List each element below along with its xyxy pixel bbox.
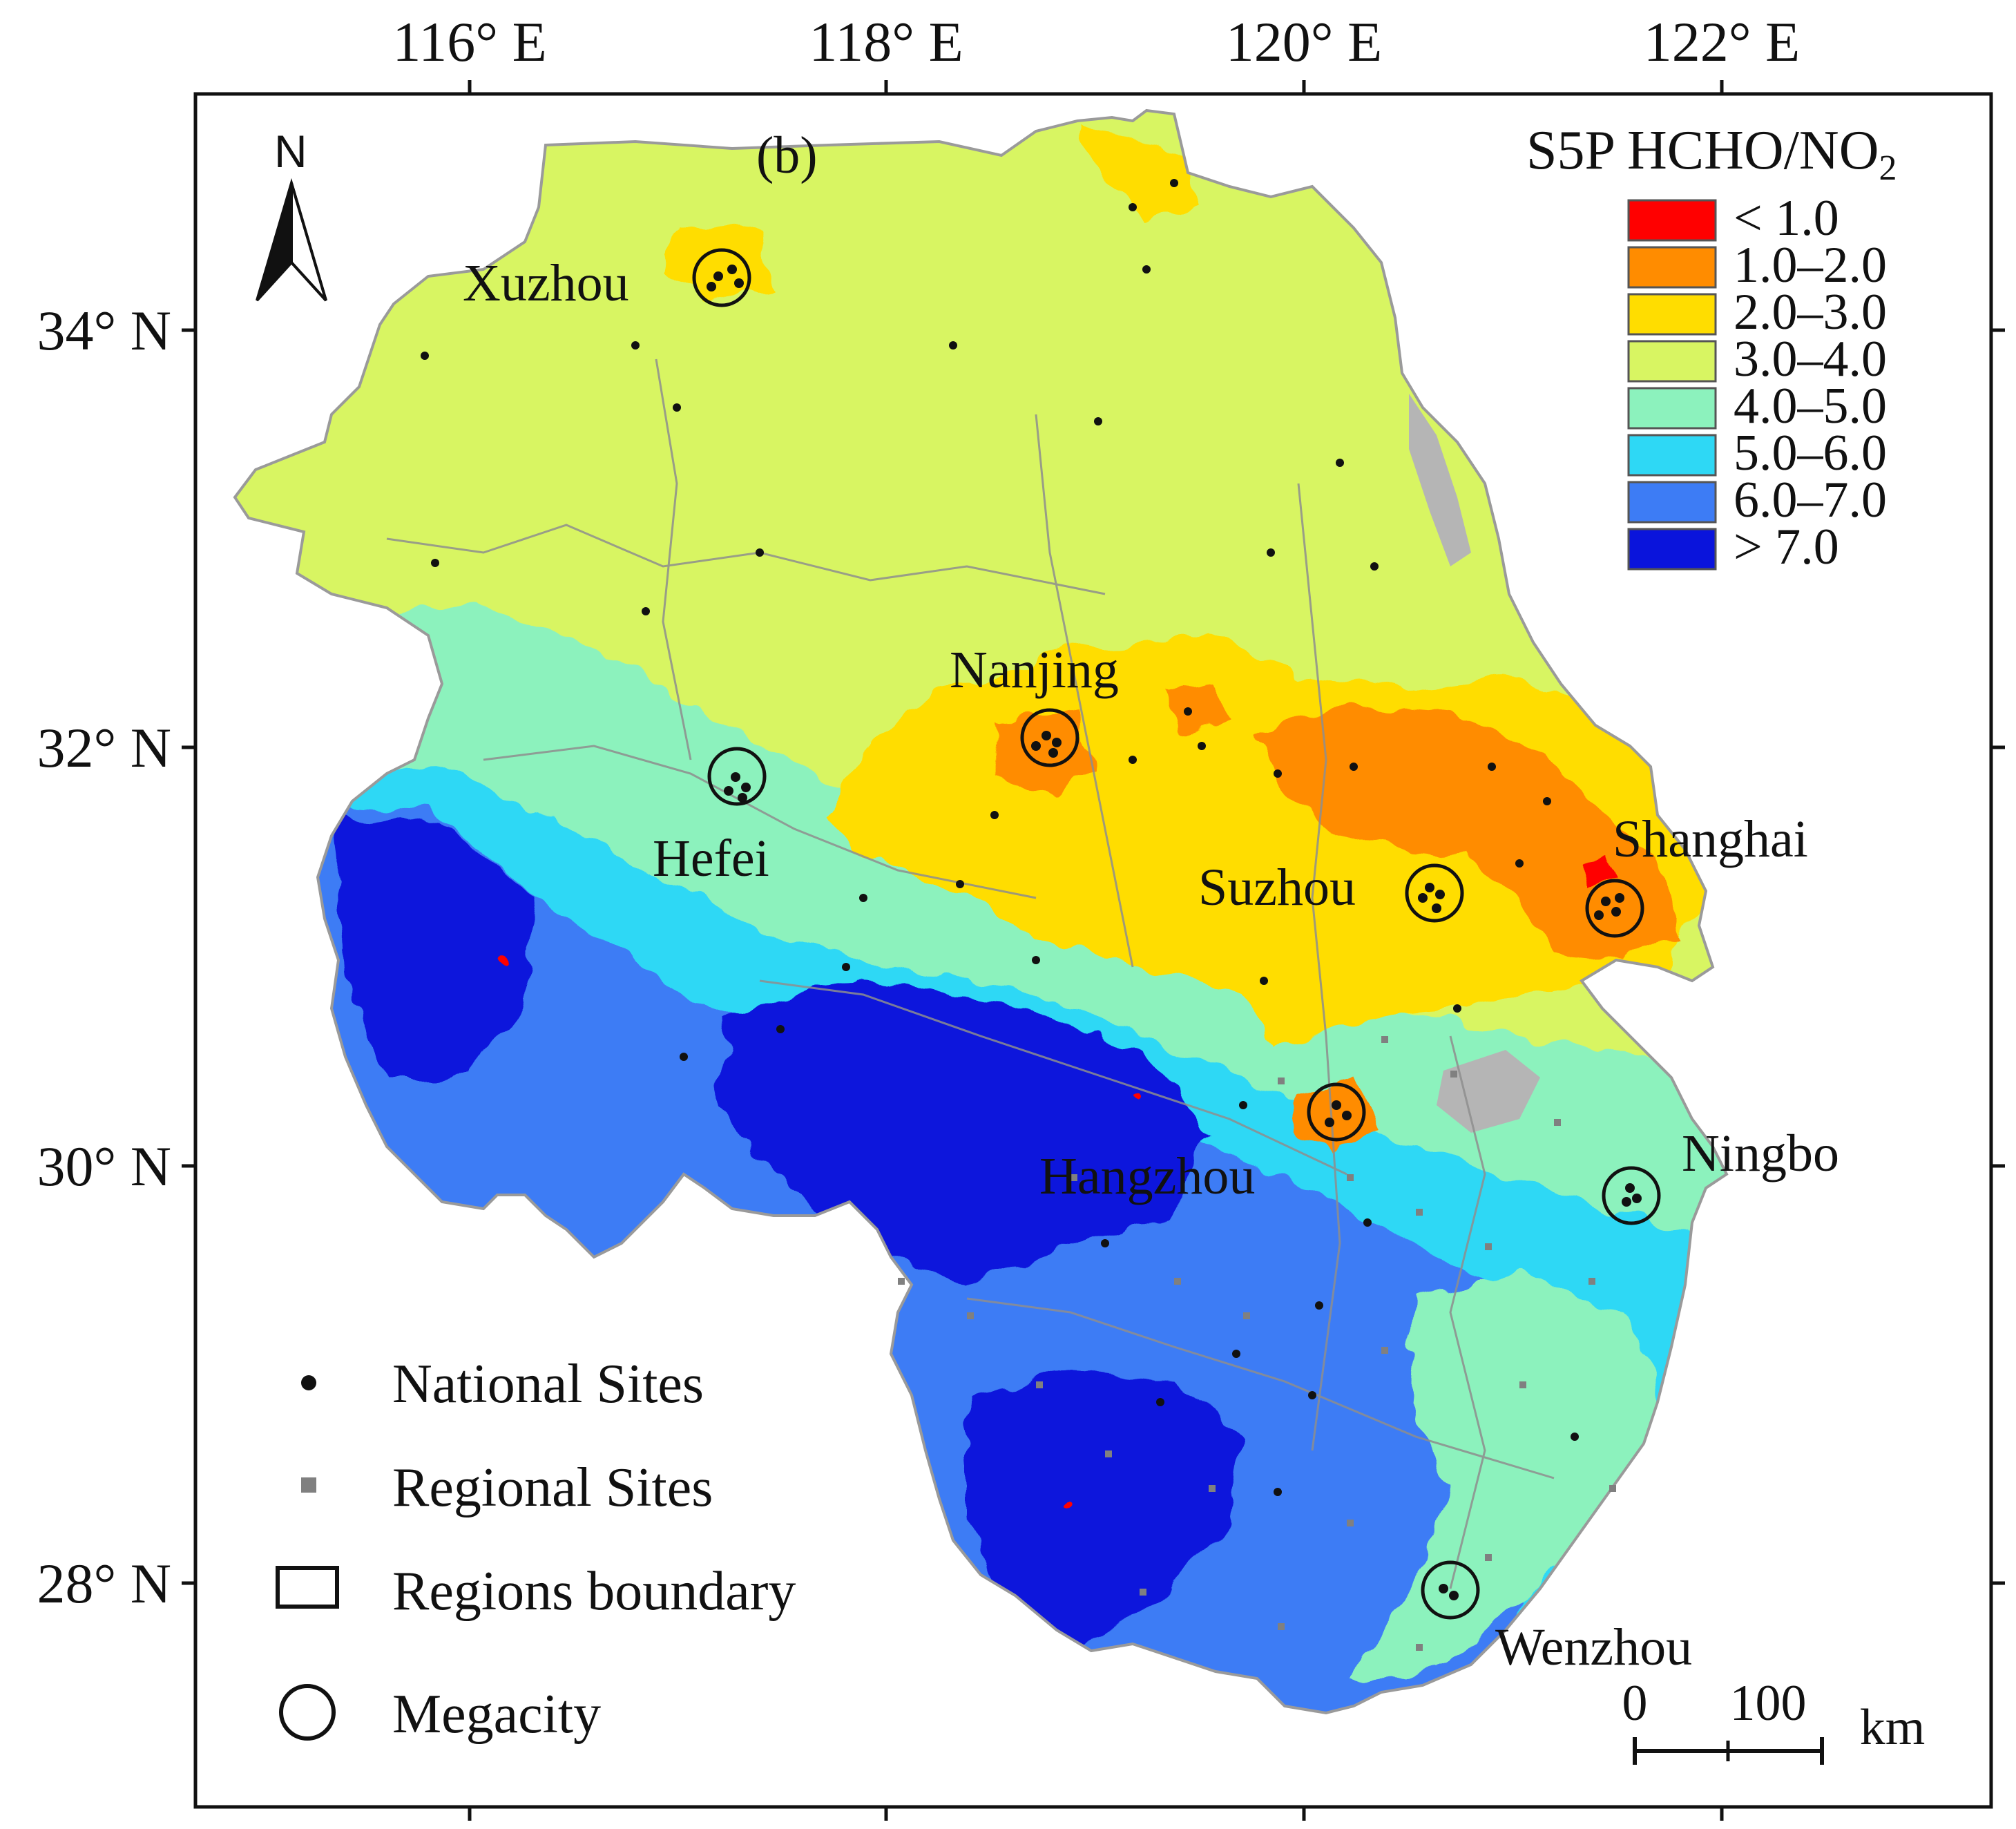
symbol-legend: National Sites Regional Sites Regions bo… xyxy=(276,1354,796,1745)
national-sites-label: National Sites xyxy=(392,1354,704,1415)
regional-site-markers xyxy=(898,1036,1616,1651)
panel-label: (b) xyxy=(756,126,818,184)
legend-class-label: 4.0–5.0 xyxy=(1734,378,1887,434)
city-label-shanghai: Shanghai xyxy=(1613,810,1808,868)
megacity-label: Megacity xyxy=(392,1684,601,1745)
legend-class-label: 5.0–6.0 xyxy=(1734,425,1887,481)
legend-class-label: 1.0–2.0 xyxy=(1734,237,1887,294)
scale-end-label: 100 xyxy=(1730,1675,1807,1732)
legend-swatch xyxy=(1627,340,1717,383)
megacity-circle-nanjing xyxy=(1020,708,1079,767)
legend-class-label: 6.0–7.0 xyxy=(1734,472,1887,528)
megacity-circle-hangzhou xyxy=(1307,1082,1366,1142)
lat-tick-32: 32° N xyxy=(37,716,171,779)
north-arrow: N xyxy=(256,126,327,302)
legend-title: S5P HCHO/NO2 xyxy=(1526,120,1897,188)
legend-class-label: 2.0–3.0 xyxy=(1734,284,1887,341)
regional-sites-label: Regional Sites xyxy=(392,1457,713,1518)
megacity-circle-hefei xyxy=(707,747,767,806)
legend-swatch xyxy=(1627,528,1717,571)
latitude-axis: 34° N 32° N 30° N 28° N xyxy=(37,299,2005,1615)
lon-tick-116: 116° E xyxy=(392,10,546,73)
megacity-circles xyxy=(692,248,1661,1620)
national-site-markers xyxy=(421,179,1642,1600)
legend-swatch xyxy=(1627,246,1717,289)
city-label-suzhou: Suzhou xyxy=(1198,859,1356,917)
legend-swatch xyxy=(1627,481,1717,524)
city-label-hangzhou: Hangzhou xyxy=(1039,1147,1255,1205)
regions-boundary-label: Regions boundary xyxy=(392,1561,796,1622)
megacity-circle-suzhou xyxy=(1405,863,1464,923)
megacity-circle-ningbo xyxy=(1602,1166,1661,1225)
lat-tick-34: 34° N xyxy=(37,299,171,362)
legend-swatch xyxy=(1627,199,1717,242)
legend-swatch xyxy=(1627,434,1717,477)
city-label-nanjing: Nanjing xyxy=(950,641,1119,699)
longitude-axis: 116° E 118° E 120° E 122° E xyxy=(392,10,1800,1821)
megacity-circle-shanghai xyxy=(1585,879,1644,938)
legend-class-label: < 1.0 xyxy=(1734,190,1839,247)
scale-start-label: 0 xyxy=(1622,1675,1648,1732)
city-label-hefei: Hefei xyxy=(653,830,769,888)
legend-swatch xyxy=(1627,293,1717,336)
lat-tick-28: 28° N xyxy=(37,1552,171,1615)
city-label-wenzhou: Wenzhou xyxy=(1495,1618,1692,1676)
city-label-ningbo: Ningbo xyxy=(1682,1124,1839,1182)
lon-tick-118: 118° E xyxy=(809,10,963,73)
lon-tick-122: 122° E xyxy=(1644,10,1800,73)
color-legend: S5P HCHO/NO2 < 1.01.0–2.02.0–3.03.0–4.04… xyxy=(1526,120,1897,575)
city-label-xuzhou: Xuzhou xyxy=(463,254,629,312)
megacity-symbol xyxy=(279,1684,336,1741)
regional-site-symbol xyxy=(301,1477,316,1493)
legend-swatch xyxy=(1627,387,1717,430)
legend-class-label: 3.0–4.0 xyxy=(1734,331,1887,387)
lat-tick-30: 30° N xyxy=(37,1135,171,1198)
megacity-circle-xuzhou xyxy=(692,248,751,307)
boundary-symbol xyxy=(276,1566,339,1609)
scale-unit-label: km xyxy=(1860,1699,1926,1756)
megacity-circle-wenzhou xyxy=(1421,1560,1480,1620)
north-label: N xyxy=(274,126,307,177)
legend-class-label: > 7.0 xyxy=(1734,519,1839,575)
scale-bar: 0 100 km xyxy=(1622,1675,1926,1765)
national-site-symbol xyxy=(301,1375,316,1390)
lon-tick-120: 120° E xyxy=(1226,10,1382,73)
